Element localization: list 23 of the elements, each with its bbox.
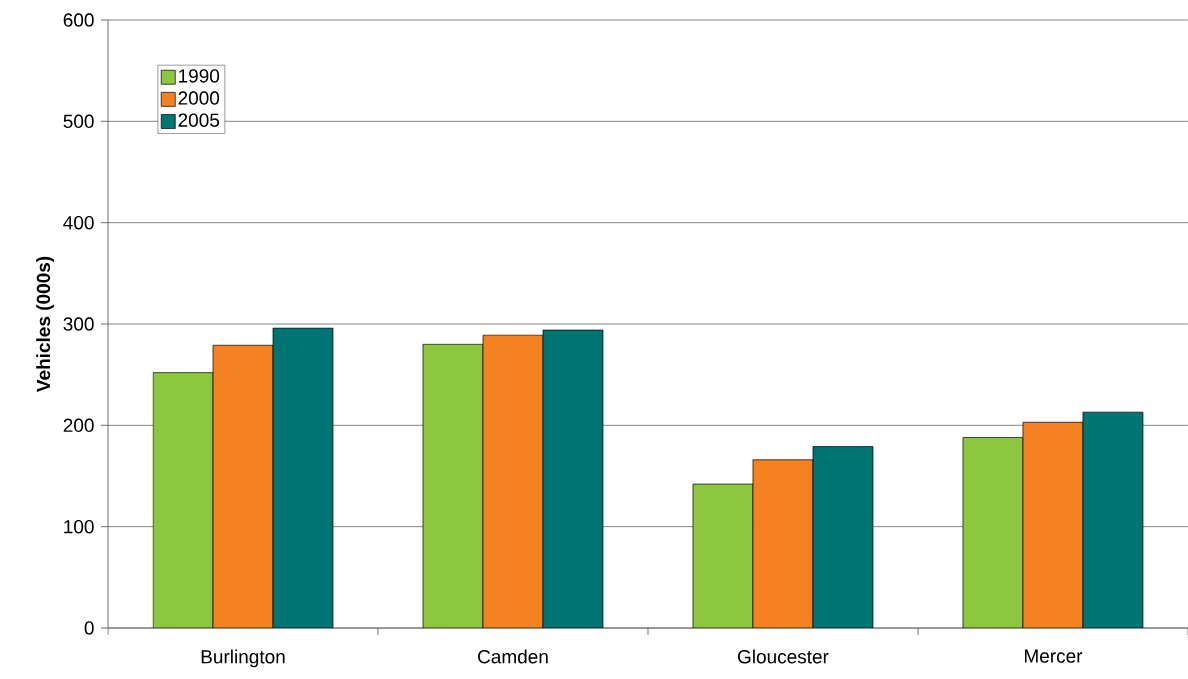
y-tick-label: 200: [63, 418, 94, 433]
bar: [1022, 421, 1084, 628]
legend-label: 2005: [178, 113, 220, 127]
x-tick-label: Gloucester: [738, 649, 829, 664]
y-tick-label: 0: [84, 621, 94, 635]
bar: [212, 344, 274, 628]
y-tick-label: 300: [63, 317, 94, 331]
y-axis-title: Vehicles (000s): [36, 256, 54, 392]
y-tick-label: 100: [64, 519, 94, 534]
x-tick-label: Mercer: [1024, 649, 1083, 663]
y-tick-label: 500: [63, 114, 94, 129]
legend-label: 1990: [179, 69, 220, 83]
bar: [272, 327, 334, 628]
y-tick-label: 400: [63, 215, 94, 230]
bar: [542, 329, 604, 628]
y-tick-label: 600: [63, 13, 94, 27]
x-tick-label: Camden: [478, 649, 548, 664]
bar: [752, 459, 814, 628]
bar: [482, 334, 544, 628]
legend-label: 2000: [178, 91, 220, 105]
bar: [812, 446, 874, 628]
bar: [1082, 411, 1144, 628]
x-tick-label: Burlington: [201, 649, 285, 668]
